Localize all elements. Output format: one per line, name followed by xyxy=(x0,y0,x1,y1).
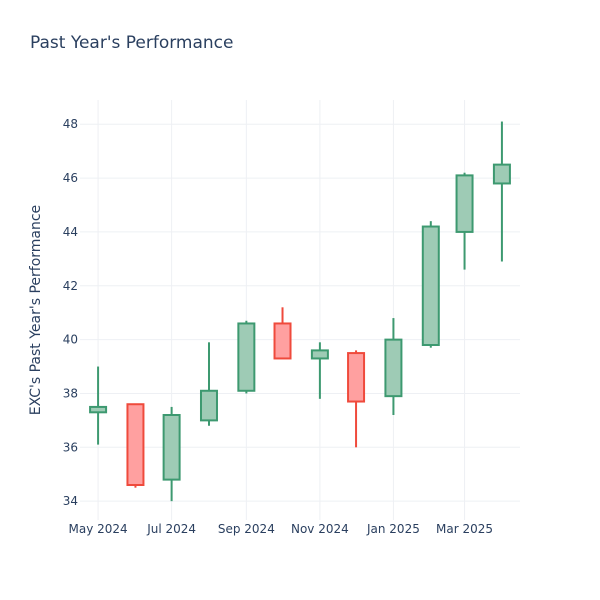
y-tick-label: 36 xyxy=(63,440,78,454)
candle-up xyxy=(310,342,329,399)
candle-body xyxy=(162,414,181,481)
candle-body xyxy=(89,405,108,414)
grid-layer xyxy=(80,100,520,520)
y-tick-label: 42 xyxy=(63,279,78,293)
candle-up xyxy=(421,221,440,348)
x-tick-label: Jul 2024 xyxy=(146,522,196,536)
x-tick-label: Sep 2024 xyxy=(218,522,275,536)
candle-up xyxy=(89,366,108,445)
x-tick-label: Jan 2025 xyxy=(366,522,420,536)
candle-down xyxy=(126,403,145,488)
candle-down xyxy=(273,307,292,360)
candle-body xyxy=(126,403,145,487)
y-tick-label: 34 xyxy=(63,494,78,508)
x-tick-label: Mar 2025 xyxy=(436,522,493,536)
candle-body xyxy=(310,349,329,360)
candle-body xyxy=(492,163,511,185)
candle-down xyxy=(347,350,366,448)
candle-up xyxy=(492,121,511,262)
candle-up xyxy=(162,406,181,502)
y-tick-label: 38 xyxy=(63,386,78,400)
candle-up xyxy=(455,172,474,270)
candle-body xyxy=(347,352,366,403)
candle-body xyxy=(455,174,474,233)
candle-body xyxy=(421,225,440,347)
y-tick-label: 48 xyxy=(63,117,78,131)
y-tick-label: 44 xyxy=(63,225,78,239)
x-tick-label: May 2024 xyxy=(68,522,127,536)
candle-body xyxy=(199,389,218,422)
candle-body xyxy=(237,322,256,392)
y-axis-title: EXC's Past Year's Performance xyxy=(28,205,44,415)
chart-title: Past Year's Performance xyxy=(30,33,234,53)
y-tick-label: 40 xyxy=(63,333,78,347)
candle-body xyxy=(273,322,292,360)
candle-up xyxy=(384,318,403,415)
candle-layer xyxy=(89,121,511,502)
axis-layer: 34 36 38 40 42 44 46 48 May 2024 Jul 2024 Sep 2024… xyxy=(63,117,493,536)
candle-up xyxy=(237,320,256,394)
candle-body xyxy=(384,338,403,398)
y-tick-label: 46 xyxy=(63,171,78,185)
x-tick-label: Nov 2024 xyxy=(291,522,349,536)
candle-up xyxy=(199,342,218,426)
